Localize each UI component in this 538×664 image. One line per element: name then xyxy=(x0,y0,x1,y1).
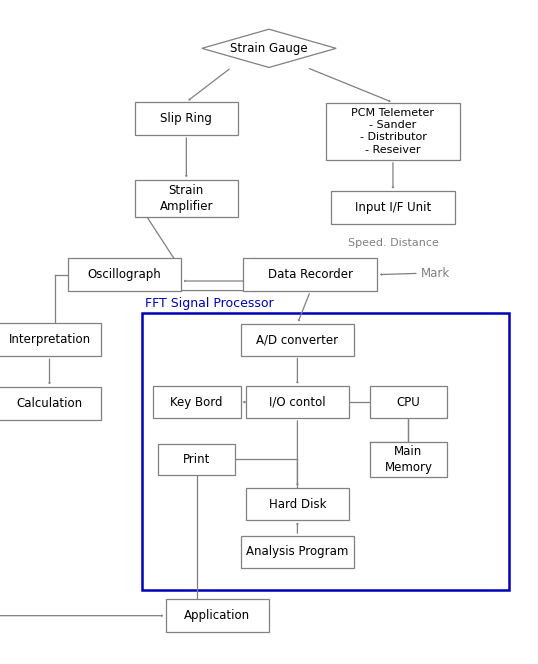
FancyBboxPatch shape xyxy=(134,102,238,135)
Text: Analysis Program: Analysis Program xyxy=(246,545,349,558)
Text: Input I/F Unit: Input I/F Unit xyxy=(355,201,431,214)
Text: Hard Disk: Hard Disk xyxy=(268,497,326,511)
Text: Speed. Distance: Speed. Distance xyxy=(348,238,438,248)
Text: I/O contol: I/O contol xyxy=(269,396,325,408)
FancyBboxPatch shape xyxy=(246,386,349,418)
Text: Strain Gauge: Strain Gauge xyxy=(230,42,308,55)
FancyBboxPatch shape xyxy=(166,599,269,632)
Text: Calculation: Calculation xyxy=(17,397,82,410)
FancyBboxPatch shape xyxy=(370,386,447,418)
FancyBboxPatch shape xyxy=(68,258,181,291)
FancyBboxPatch shape xyxy=(240,324,354,356)
FancyBboxPatch shape xyxy=(331,191,455,224)
FancyBboxPatch shape xyxy=(0,387,101,420)
FancyBboxPatch shape xyxy=(326,102,460,160)
FancyBboxPatch shape xyxy=(240,536,354,568)
Text: Application: Application xyxy=(185,609,250,622)
Text: A/D converter: A/D converter xyxy=(256,333,338,346)
FancyBboxPatch shape xyxy=(0,323,101,356)
Text: PCM Telemeter
- Sander
- Distributor
- Reseiver: PCM Telemeter - Sander - Distributor - R… xyxy=(351,108,435,155)
FancyBboxPatch shape xyxy=(243,258,378,291)
Text: FFT Signal Processor: FFT Signal Processor xyxy=(145,297,274,310)
FancyBboxPatch shape xyxy=(134,180,238,216)
FancyBboxPatch shape xyxy=(158,444,236,475)
Text: Interpretation: Interpretation xyxy=(9,333,90,346)
Text: Oscillograph: Oscillograph xyxy=(88,268,161,281)
Text: Slip Ring: Slip Ring xyxy=(160,112,213,125)
FancyBboxPatch shape xyxy=(370,442,447,477)
Text: Data Recorder: Data Recorder xyxy=(268,268,353,281)
Text: Main
Memory: Main Memory xyxy=(385,445,433,474)
Text: CPU: CPU xyxy=(397,396,420,408)
Text: Print: Print xyxy=(183,453,210,466)
FancyBboxPatch shape xyxy=(246,488,349,520)
Text: Key Bord: Key Bord xyxy=(171,396,223,408)
FancyBboxPatch shape xyxy=(153,386,240,418)
Text: Mark: Mark xyxy=(421,267,451,280)
Polygon shape xyxy=(202,29,336,68)
Text: Strain
Amplifier: Strain Amplifier xyxy=(160,184,213,212)
FancyBboxPatch shape xyxy=(143,313,509,590)
